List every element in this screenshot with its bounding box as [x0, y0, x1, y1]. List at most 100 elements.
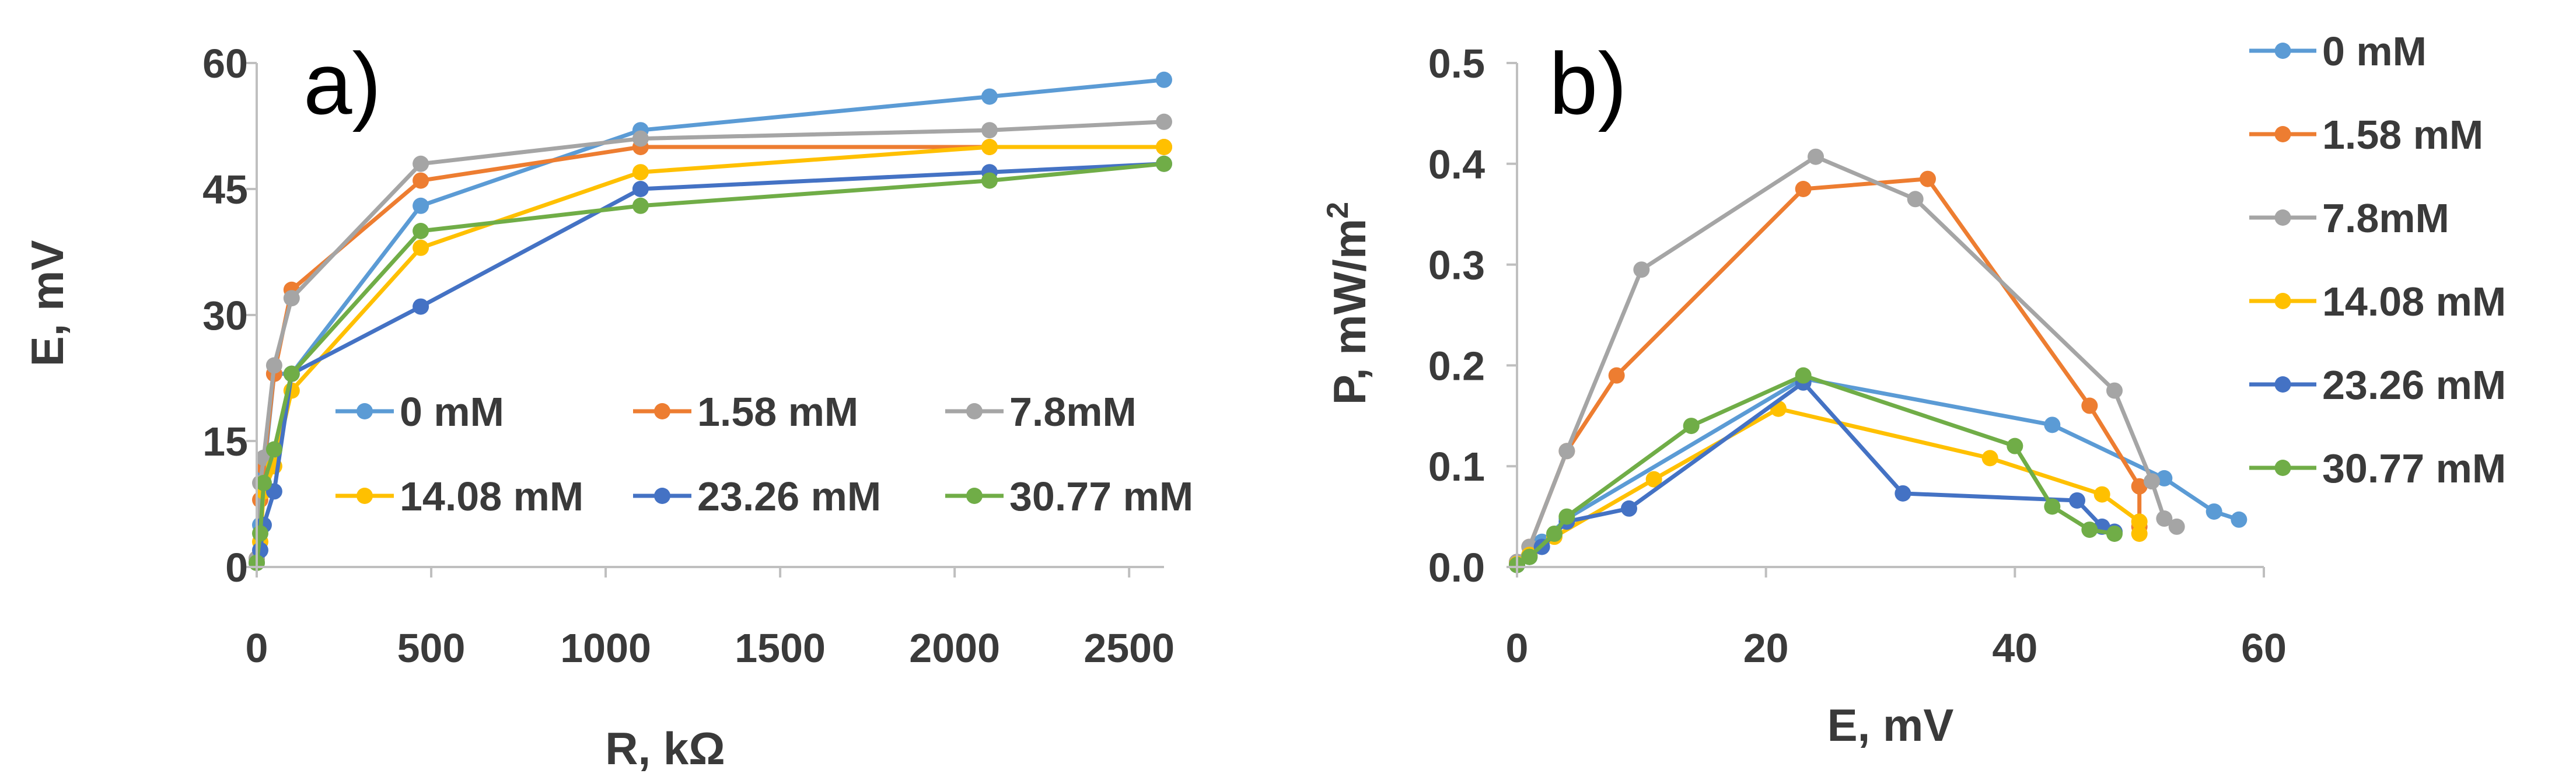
- panel-a-y-tick-label: 15: [202, 419, 248, 464]
- panel-b-legend-swatch-marker: [2274, 293, 2291, 309]
- panel-b-data-point-30-77-mm: [1683, 418, 1700, 435]
- panel-b-y-axis-label-superscript: 2: [1321, 202, 1355, 219]
- panel-a-legend-swatch-marker: [654, 403, 670, 419]
- panel-b-y-tick-label: 0.4: [1428, 142, 1485, 187]
- panel-b-data-point-7-8mm: [2106, 382, 2123, 399]
- panel-a-data-point-30-77-mm: [255, 475, 272, 491]
- panel-a-y-tick-label: 0: [225, 545, 248, 590]
- panel-b-data-point-14-08-mm: [1645, 471, 1662, 488]
- panel-a-data-point-30-77-mm: [283, 365, 300, 382]
- panel-b-axes: [1507, 62, 2265, 578]
- panel-b-legend-entry-1-58-mm: 1.58 mM: [2249, 112, 2483, 158]
- panel-b-legend-swatch-marker: [2274, 460, 2291, 476]
- panel-b-data-point-30-77-mm: [1795, 367, 1812, 384]
- panel-a-data-point-7-8mm: [265, 357, 282, 374]
- panel-b-series-line-30-77-mm: [1516, 373, 2115, 567]
- panel-a-data-point-30-77-mm: [1156, 155, 1172, 172]
- panel-b-chart: 0.0 0.1 0.2 0.3 0.4 0.5 0 20 40 60 0 mM 1.58 mM 7.8…: [1321, 29, 2506, 751]
- panel-a-legend-swatch-marker: [356, 403, 373, 419]
- panel-a-data-point-23-26-mm: [413, 298, 429, 315]
- panel-b-label: b): [1549, 34, 1627, 132]
- panel-a-data-point-30-77-mm: [251, 525, 268, 542]
- panel-b-legend-label: 7.8mM: [2322, 195, 2449, 241]
- panel-a-legend-label: 0 mM: [400, 389, 504, 435]
- panel-b-data-point-7-8mm: [2156, 510, 2173, 527]
- panel-a-x-tick-label: 1500: [735, 625, 826, 671]
- panel-a-legend: 0 mM 1.58 mM 7.8mM 14.08 mM 23.26 mM 30.77 mM: [335, 389, 1193, 519]
- panel-b-data-point-30-77-mm: [1558, 508, 1575, 525]
- panel-a-data-point-0-mm: [1156, 71, 1172, 88]
- panel-b-legend-entry-7-8mm: 7.8mM: [2249, 195, 2449, 241]
- panel-b-ticks: 0.0 0.1 0.2 0.3 0.4 0.5 0 20 40 60: [1428, 41, 2287, 671]
- panel-a-x-tick-label: 2500: [1083, 625, 1175, 671]
- panel-a-legend-entry-30-77-mm: 30.77 mM: [945, 474, 1193, 519]
- panel-a-x-tick-label: 2000: [909, 625, 1000, 671]
- panel-a-x-tick-label: 1000: [560, 625, 651, 671]
- panel-a-legend-swatch-marker: [966, 488, 983, 504]
- panel-b-data-point-0-mm: [2044, 416, 2061, 433]
- panel-a-data-point-14-08-mm: [632, 164, 649, 181]
- panel-b-data-point-0-mm: [2231, 511, 2248, 528]
- panel-b-x-tick-label: 20: [1743, 625, 1789, 671]
- panel-a-legend-entry-23-26-mm: 23.26 mM: [633, 474, 881, 519]
- panel-b-data-point-14-08-mm: [2131, 513, 2148, 530]
- panel-a-legend-label: 1.58 mM: [697, 389, 858, 435]
- panel-b-x-tick-label: 40: [1992, 625, 2037, 671]
- panel-a-data-point-30-77-mm: [265, 441, 282, 458]
- panel-b-series-layer: [1509, 148, 2248, 573]
- panel-b-x-tick-label: 60: [2241, 625, 2287, 671]
- panel-a-y-axis-label: E, mV: [22, 240, 73, 367]
- panel-b-legend-label: 1.58 mM: [2322, 112, 2483, 158]
- panel-b-data-point-1-58-mm: [1920, 170, 1936, 187]
- panel-a-chart: 0 15 30 45 60 0 500 1000 1500 2000 2500 0 mM 1.58 m…: [22, 34, 1193, 774]
- panel-a-data-point-0-mm: [413, 197, 429, 214]
- panel-b-legend-label: 14.08 mM: [2322, 279, 2506, 324]
- panel-b-data-point-1-58-mm: [1795, 181, 1812, 197]
- panel-b-y-tick-label: 0.3: [1428, 243, 1485, 288]
- panel-b-data-point-30-77-mm: [2081, 522, 2098, 538]
- panel-b-legend-entry-0-mm: 0 mM: [2249, 29, 2427, 74]
- panel-b-data-point-7-8mm: [2168, 518, 2185, 535]
- panel-a-legend-entry-1-58-mm: 1.58 mM: [633, 389, 858, 435]
- panel-b-legend-swatch-marker: [2274, 43, 2291, 59]
- panel-b-data-point-14-08-mm: [2131, 525, 2148, 542]
- panel-a-data-point-30-77-mm: [413, 223, 429, 239]
- panel-b-x-tick-label: 0: [1506, 625, 1529, 671]
- panel-a-y-tick-label: 30: [202, 293, 248, 338]
- panel-a-y-tick-label: 45: [202, 167, 248, 212]
- panel-b-y-axis-label: P, mW/m2: [1321, 202, 1375, 405]
- panel-a-data-point-14-08-mm: [1156, 139, 1172, 155]
- panel-b-legend-entry-23-26-mm: 23.26 mM: [2249, 362, 2506, 408]
- panel-b-legend-label: 23.26 mM: [2322, 362, 2506, 408]
- panel-b-data-point-1-58-mm: [2081, 397, 2098, 414]
- panel-b-y-tick-label: 0.5: [1428, 41, 1485, 86]
- panel-b-data-point-30-77-mm: [2106, 525, 2123, 542]
- panel-a-data-point-30-77-mm: [632, 197, 649, 214]
- panel-b-data-point-7-8mm: [2144, 473, 2160, 490]
- panel-b-data-point-0-mm: [2205, 503, 2222, 520]
- panel-b-legend-label: 0 mM: [2322, 29, 2427, 74]
- panel-a-data-point-30-77-mm: [981, 172, 998, 189]
- panel-b-data-point-1-58-mm: [1608, 367, 1625, 384]
- panel-a-x-tick-label: 0: [246, 625, 268, 671]
- panel-a-legend-entry-14-08-mm: 14.08 mM: [335, 474, 583, 519]
- panel-a-data-point-0-mm: [981, 88, 998, 105]
- panel-b-data-point-14-08-mm: [2093, 486, 2110, 503]
- panel-a-series-layer: [249, 71, 1172, 571]
- panel-b-y-tick-label: 0.0: [1428, 545, 1485, 590]
- panel-a-data-point-7-8mm: [632, 130, 649, 147]
- panel-b-data-point-23-26-mm: [2069, 492, 2085, 509]
- panel-b-data-point-30-77-mm: [2007, 438, 2023, 454]
- panel-b-legend-label: 30.77 mM: [2322, 446, 2506, 491]
- panel-b-y-tick-label: 0.1: [1428, 444, 1485, 489]
- panel-b-legend-swatch-marker: [2274, 376, 2291, 393]
- panel-b-legend-entry-30-77-mm: 30.77 mM: [2249, 446, 2506, 491]
- panel-a-legend-entry-0-mm: 0 mM: [335, 389, 504, 435]
- panel-a-legend-label: 23.26 mM: [697, 474, 881, 519]
- panel-a-axes: [246, 62, 1164, 578]
- panel-a-data-point-7-8mm: [1156, 113, 1172, 130]
- panel-b-legend: 0 mM 1.58 mM 7.8mM 14.08 mM 23.26 mM 30.77 mM: [2249, 29, 2506, 491]
- panel-b-y-tick-label: 0.2: [1428, 343, 1485, 388]
- panel-a-legend-label: 14.08 mM: [400, 474, 583, 519]
